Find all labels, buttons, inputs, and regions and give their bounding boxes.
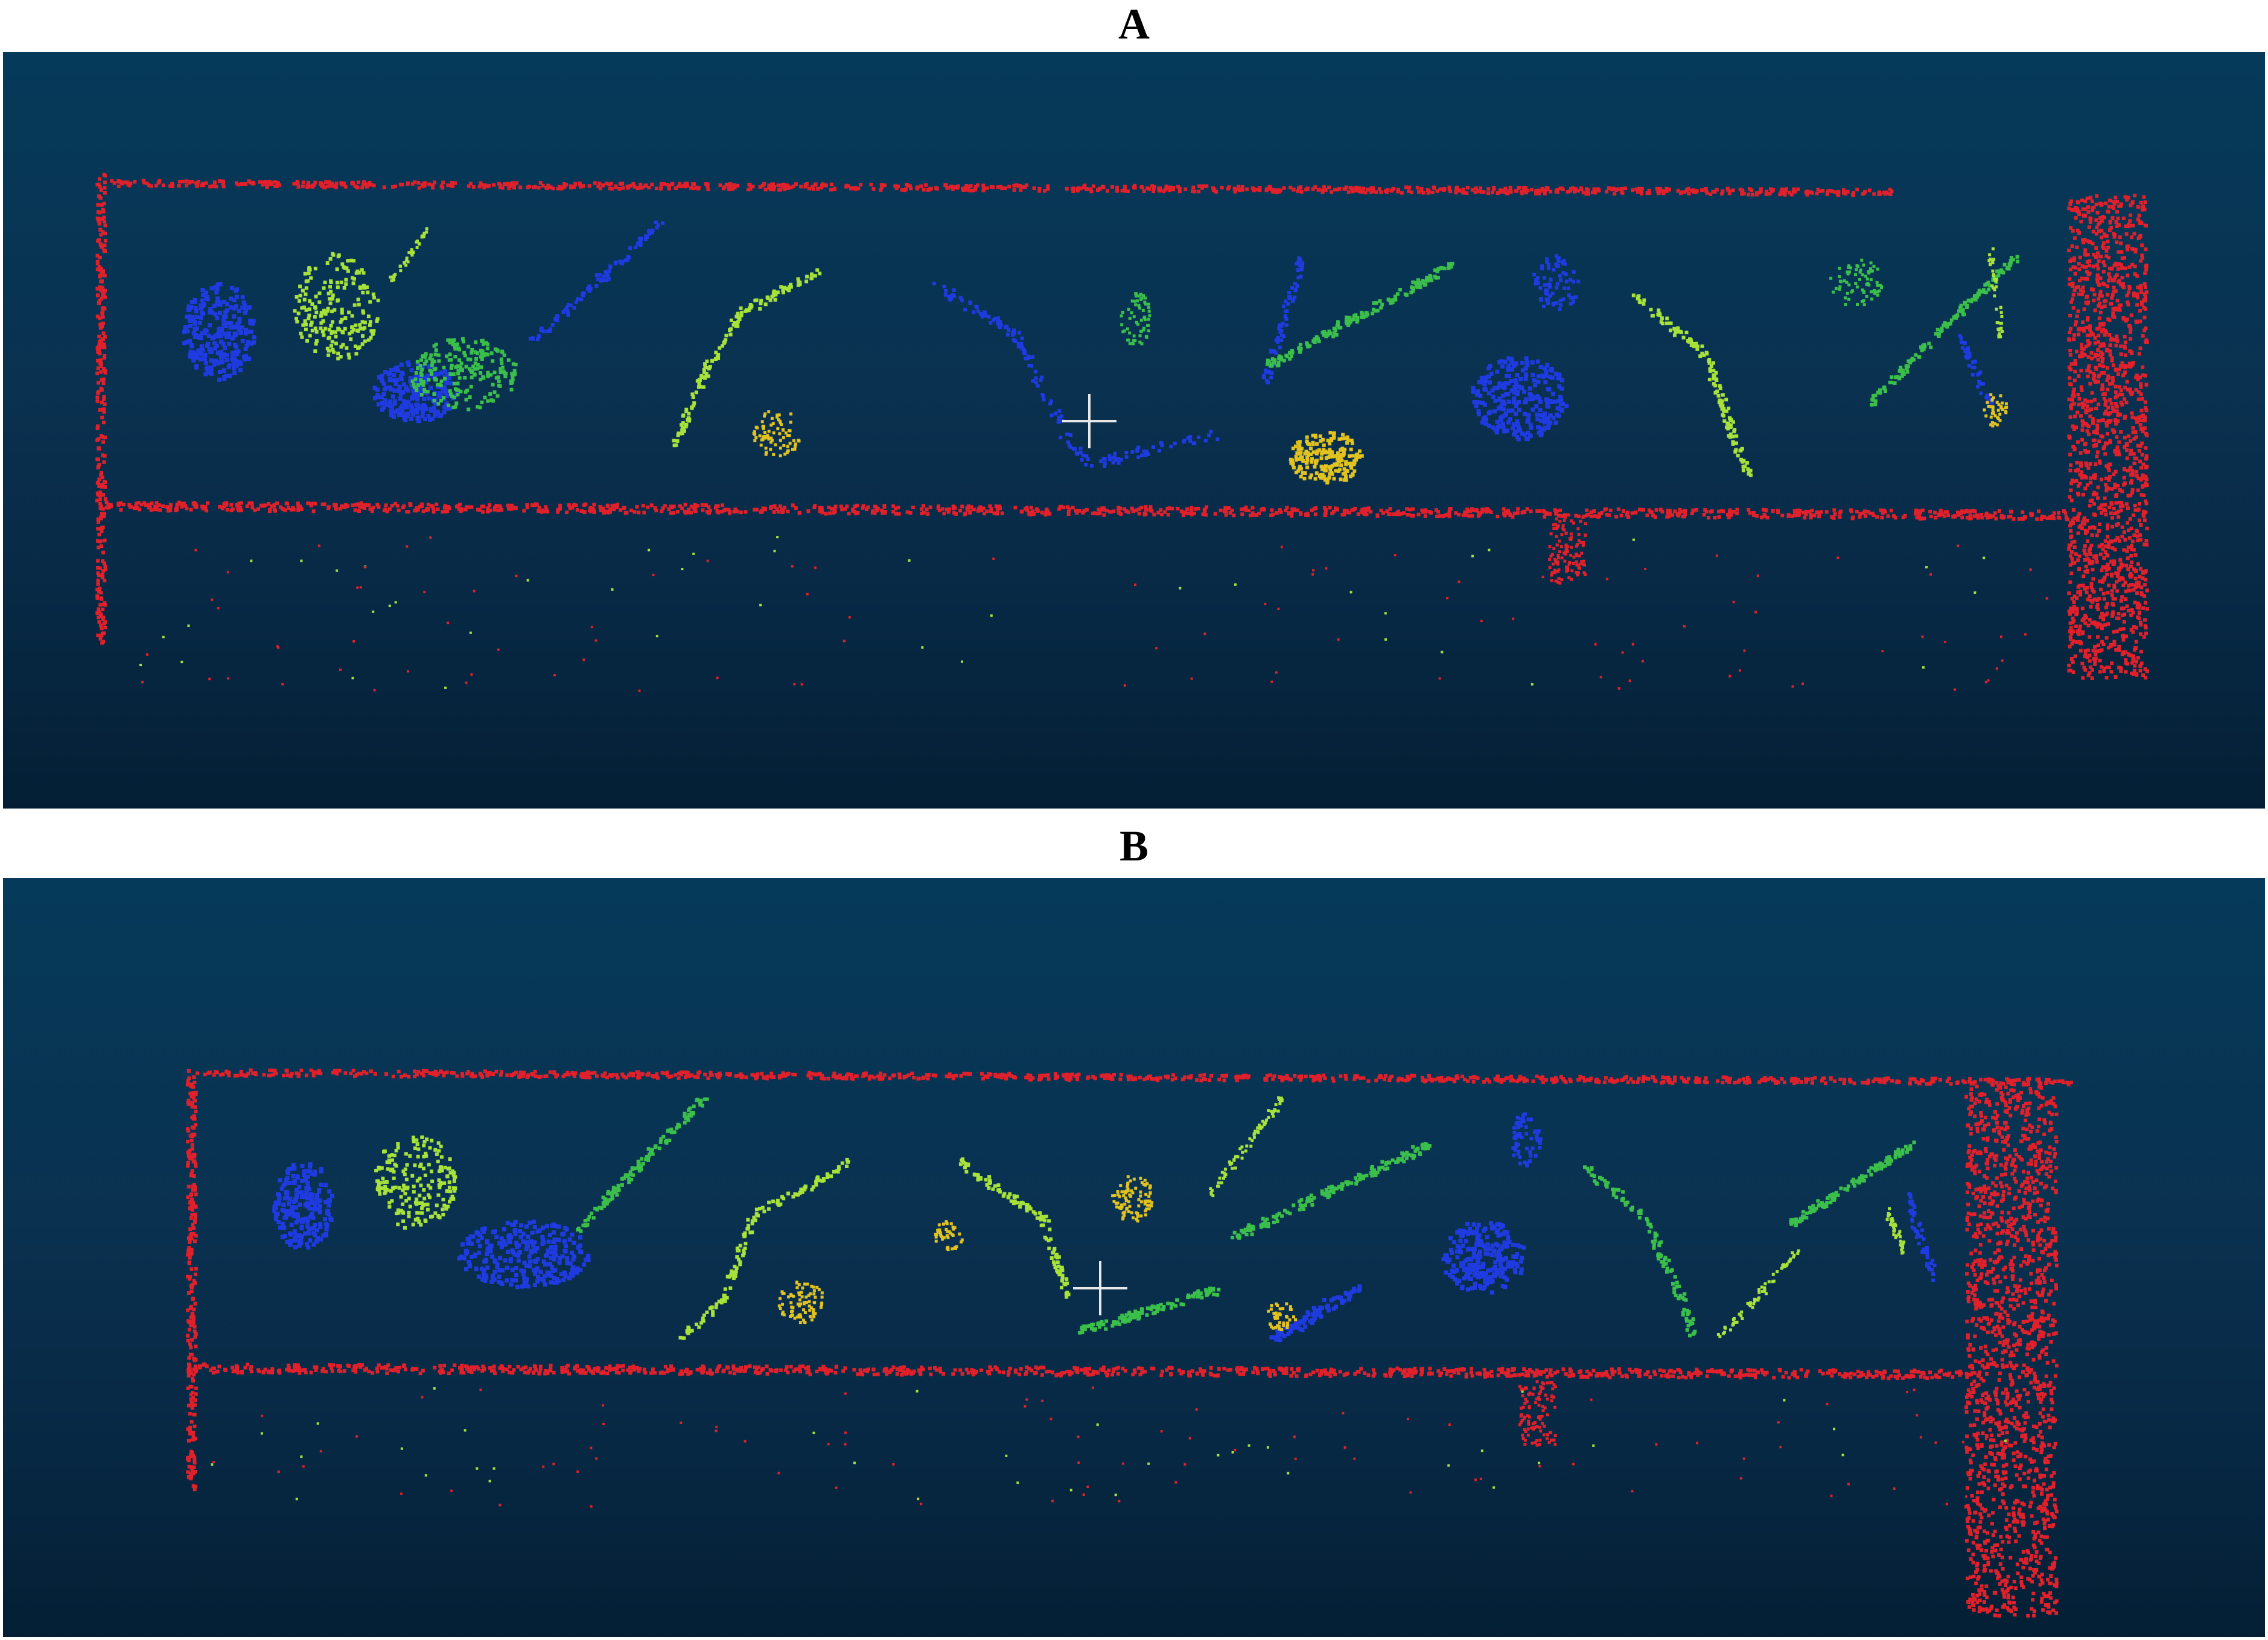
blue-segments — [272, 1112, 1937, 1343]
yellow-segments — [777, 1175, 1298, 1332]
green-segments — [410, 255, 2020, 412]
blue-segments — [182, 220, 1994, 468]
point-cloud-viewport-a[interactable] — [3, 52, 2265, 809]
yellow-segments — [752, 393, 2008, 485]
scattered-points — [211, 1386, 2007, 1508]
point-cloud-b — [186, 1068, 2073, 1618]
point-cloud-viewport-b[interactable] — [3, 878, 2265, 1637]
frame-points — [95, 173, 2149, 680]
point-cloud-a — [95, 173, 2149, 692]
yellow-green-segments — [374, 1096, 1906, 1340]
crosshair-icon — [1062, 394, 1116, 448]
green-segments — [576, 1097, 1916, 1338]
crosshair-icon — [1073, 1261, 1127, 1315]
panel-label-b: B — [1119, 822, 1149, 870]
frame-points — [186, 1068, 2073, 1618]
yellow-green-segments — [293, 227, 2004, 477]
panel-label-a: A — [1118, 0, 1150, 48]
scattered-points — [139, 536, 2048, 692]
